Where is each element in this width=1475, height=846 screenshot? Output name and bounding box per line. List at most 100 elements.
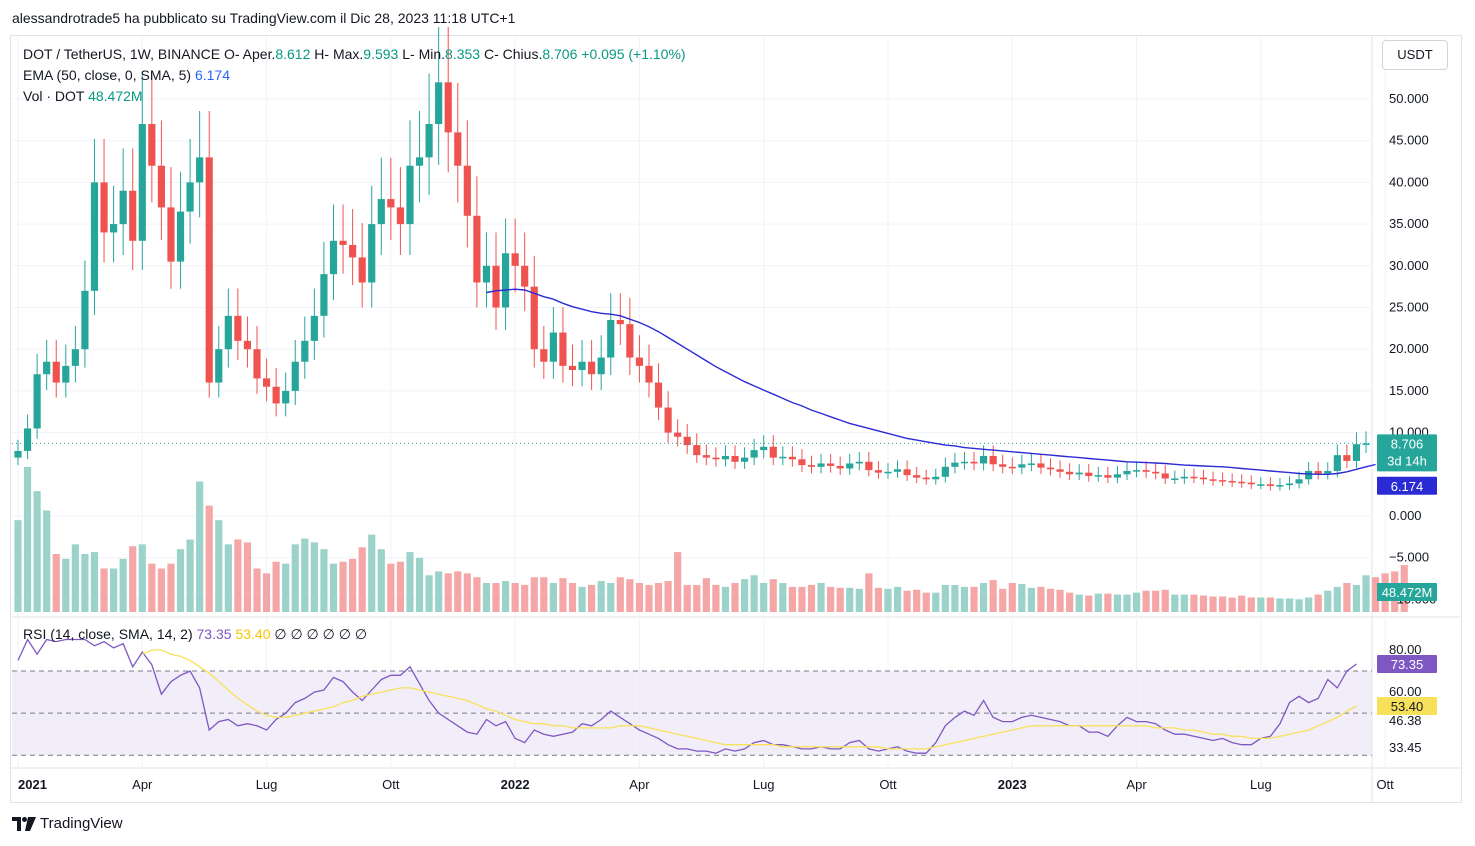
volume-bar bbox=[1104, 593, 1112, 612]
volume-bar bbox=[712, 584, 720, 612]
candle-body bbox=[1324, 470, 1332, 474]
rsi-ma-badge-bg bbox=[1377, 697, 1437, 715]
candle-body bbox=[941, 466, 949, 477]
volume-bar bbox=[989, 580, 997, 612]
rsi-legend: RSI (14, close, SMA, 14, 2) 73.35 53.40 … bbox=[23, 626, 367, 643]
volume-bar bbox=[568, 583, 577, 612]
volume-bar bbox=[616, 577, 624, 612]
candle-body bbox=[435, 82, 443, 125]
tradingview-brand[interactable]: TradingView bbox=[12, 815, 123, 832]
grid bbox=[11, 36, 1461, 802]
candle-body bbox=[1027, 463, 1035, 465]
volume-bar bbox=[1285, 598, 1294, 612]
candle-body bbox=[1199, 477, 1208, 480]
candle-body bbox=[626, 324, 634, 358]
volume-bar bbox=[1228, 597, 1236, 612]
candle-body bbox=[913, 475, 921, 478]
candle-body bbox=[23, 428, 32, 451]
rsi-ma-badge: 53.40 bbox=[1391, 699, 1424, 714]
candle-body bbox=[788, 456, 796, 460]
legend-change: +0.095 (+1.10%) bbox=[581, 46, 686, 62]
volume-bar bbox=[90, 552, 99, 612]
candle-body bbox=[740, 457, 749, 462]
volume-bar bbox=[167, 563, 175, 612]
price-tick-label: 40.000 bbox=[1389, 174, 1429, 189]
candle-body bbox=[1305, 470, 1313, 480]
volume-bar bbox=[1027, 587, 1035, 612]
legend-open-value: 8.612 bbox=[275, 46, 311, 62]
volume-bar bbox=[1371, 577, 1380, 612]
volume-bar bbox=[769, 579, 777, 612]
volume-legend-label[interactable]: Vol · DOT bbox=[23, 88, 85, 104]
chart-frame[interactable] bbox=[10, 35, 1462, 803]
candle-body bbox=[90, 182, 99, 291]
currency-selector[interactable]: USDT bbox=[1382, 40, 1448, 70]
candle-body bbox=[817, 463, 825, 467]
volume-bar bbox=[1132, 592, 1141, 612]
volume-bar bbox=[664, 581, 672, 612]
volume-bar bbox=[683, 584, 691, 612]
candle-body bbox=[970, 461, 978, 464]
legend-close-text: - Chius. bbox=[494, 46, 543, 62]
candle-body bbox=[521, 265, 529, 287]
candle-body bbox=[1113, 474, 1122, 478]
legend-symbol[interactable]: DOT / TetherUS, 1W, BINANCE bbox=[23, 46, 221, 62]
volume-bar bbox=[846, 587, 854, 612]
candle-body bbox=[1343, 455, 1351, 461]
candle-body bbox=[1142, 470, 1150, 472]
candle-body bbox=[760, 446, 768, 451]
volume-bar bbox=[874, 587, 883, 612]
candle-body bbox=[1094, 475, 1102, 477]
volume-bar bbox=[282, 563, 290, 612]
volume-bar bbox=[33, 491, 41, 612]
candle-body bbox=[291, 361, 299, 391]
candle-body bbox=[1008, 466, 1016, 469]
volume-bar bbox=[702, 578, 710, 612]
volume-bar bbox=[396, 561, 404, 612]
volume-bar bbox=[1161, 589, 1169, 612]
volume-bar bbox=[1199, 595, 1208, 612]
candle-body bbox=[1180, 476, 1188, 479]
volume-legend: Vol · DOT 48.472M bbox=[23, 88, 143, 104]
legend-open-label: O bbox=[223, 46, 235, 62]
candle-body bbox=[1276, 485, 1284, 487]
candle-body bbox=[721, 455, 730, 460]
candle-body bbox=[262, 378, 271, 387]
rsi-line bbox=[17, 638, 1357, 754]
candle-body bbox=[215, 349, 223, 383]
volume-bar bbox=[970, 586, 978, 612]
volume-bar bbox=[129, 546, 137, 612]
time-tick-label: Lug bbox=[753, 777, 775, 792]
candle-body bbox=[196, 157, 204, 183]
candle-body bbox=[501, 253, 510, 308]
time-tick-label: 2023 bbox=[998, 777, 1027, 792]
volume-bar bbox=[1008, 583, 1016, 612]
volume-bar bbox=[559, 578, 567, 612]
tradingview-logo-icon bbox=[12, 816, 36, 831]
candle-body bbox=[1295, 479, 1303, 484]
ema-legend-label[interactable]: EMA (50, close, 0, SMA, 5) bbox=[23, 67, 192, 83]
volume-bar bbox=[262, 573, 271, 612]
candle-body bbox=[702, 455, 710, 458]
rsi-legend-label[interactable]: RSI (14, close, SMA, 14, 2) bbox=[23, 626, 193, 642]
volume-bar bbox=[1190, 594, 1198, 612]
candle-body bbox=[377, 199, 385, 225]
legend-low-text: - Min. bbox=[410, 46, 446, 62]
candle-body bbox=[588, 361, 596, 375]
candle-body bbox=[1123, 470, 1131, 475]
volume-bar bbox=[415, 557, 424, 612]
candle-body bbox=[827, 463, 835, 466]
volume-bar bbox=[377, 549, 385, 612]
candle-body bbox=[1018, 464, 1026, 468]
candle-body bbox=[1362, 443, 1370, 445]
ema-line bbox=[486, 288, 1376, 475]
price-tick-label: −5.000 bbox=[1389, 550, 1429, 565]
candle-body bbox=[597, 357, 605, 375]
volume-bar bbox=[855, 588, 863, 612]
candle-body bbox=[750, 450, 758, 458]
time-tick-label: Lug bbox=[1250, 777, 1272, 792]
candle-body bbox=[110, 224, 118, 233]
volume-legend-value: 48.472M bbox=[88, 88, 143, 104]
candle-body bbox=[329, 240, 338, 275]
